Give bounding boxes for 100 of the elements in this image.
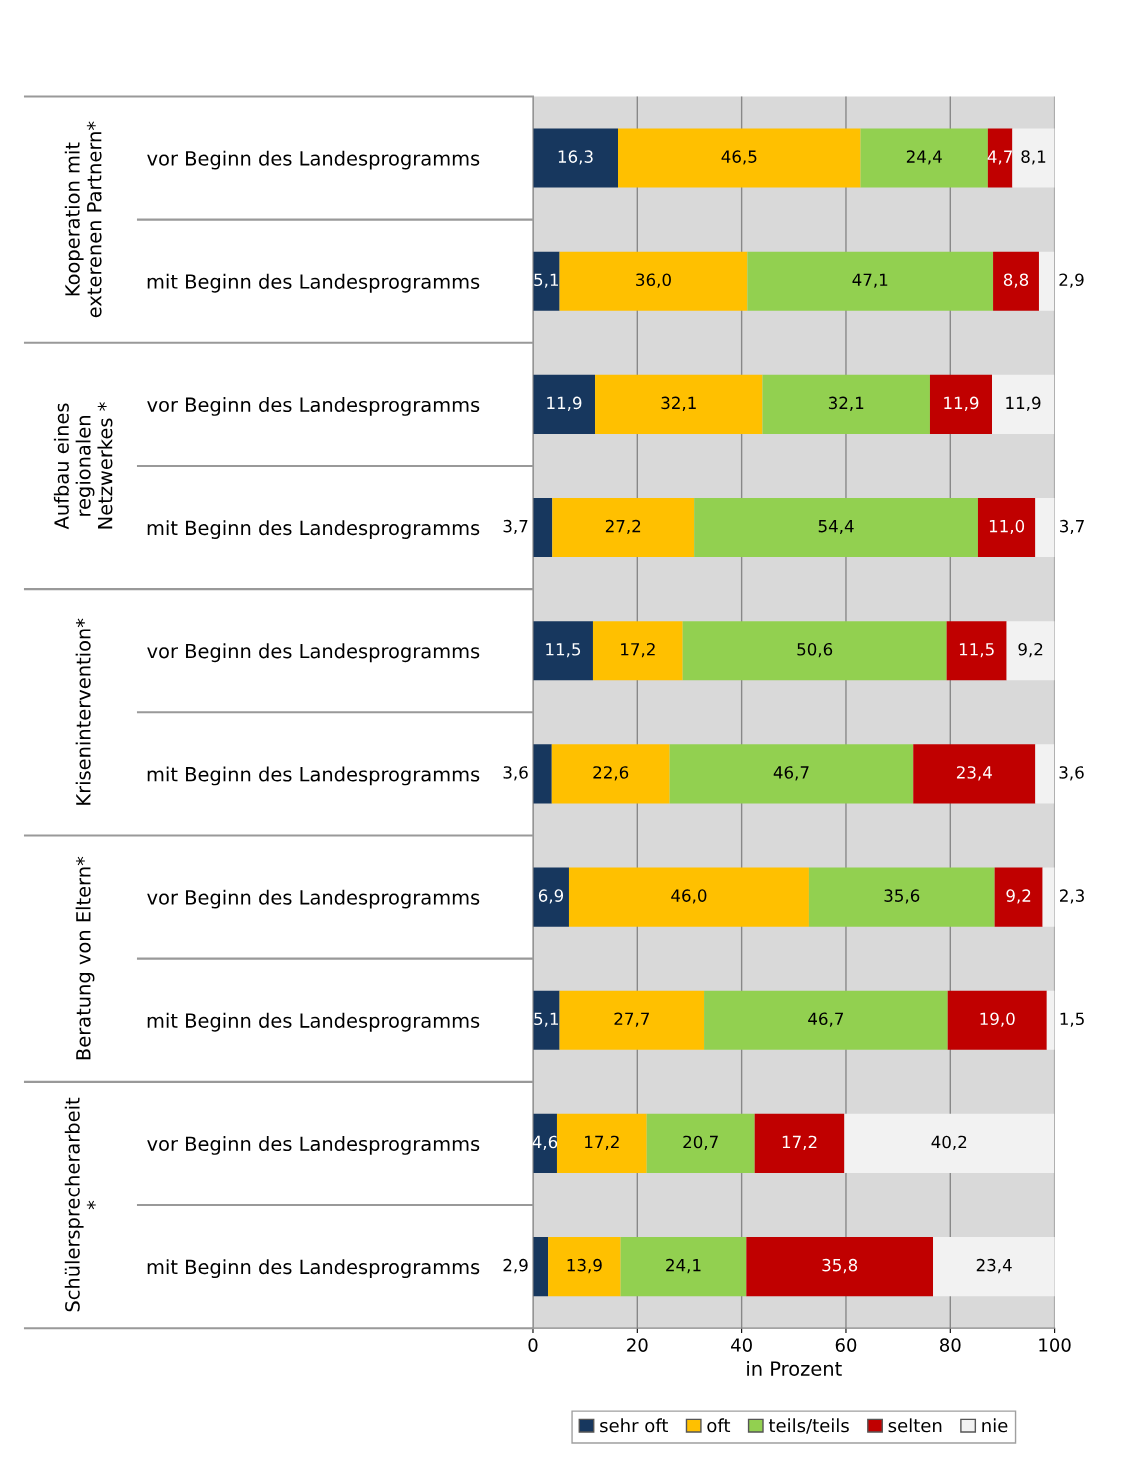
- data-label: 17,2: [621, 642, 655, 658]
- data-label: 2,9: [503, 1258, 528, 1274]
- bar: [929, 374, 993, 434]
- data-label: 3,6: [503, 766, 528, 781]
- data-label: 11,0: [989, 519, 1025, 535]
- y-tick-label: mit Beginn des Landesprogramms: [147, 1259, 480, 1279]
- bar: [1035, 498, 1055, 558]
- bar: [532, 990, 560, 1050]
- x-axis-title: in Prozent: [747, 1360, 842, 1376]
- x-tick-label: 100: [1039, 1338, 1071, 1352]
- bar: [933, 1237, 1055, 1297]
- data-label: 46,7: [773, 766, 809, 781]
- data-label: 2,9: [1059, 273, 1084, 288]
- legend-label: selten: [888, 1418, 942, 1433]
- data-label: 40,2: [931, 1135, 967, 1150]
- data-label: 9,2: [1018, 642, 1043, 658]
- text: Schülersprecherarbeit *: [64, 1097, 96, 1312]
- data-label: 27,2: [605, 519, 641, 535]
- data-label: 3,7: [503, 519, 528, 535]
- data-label: 5,1: [534, 273, 558, 288]
- bar: [646, 1113, 755, 1173]
- bar: [947, 990, 1047, 1050]
- legend-label: nie: [982, 1418, 1008, 1433]
- x-tick-label: 0: [528, 1338, 538, 1352]
- x-tick-label: 20: [627, 1338, 648, 1352]
- data-label: 19,0: [980, 1012, 1015, 1027]
- bar: [532, 867, 569, 927]
- data-label: 46,5: [721, 150, 757, 165]
- text: Kooperation mit exterenen Partnern*: [64, 121, 102, 318]
- data-label: 46,7: [808, 1012, 844, 1027]
- data-label: 13,9: [567, 1258, 602, 1274]
- data-label: 35,6: [884, 889, 920, 904]
- bar: [1035, 744, 1055, 804]
- bar: [694, 498, 978, 558]
- bar: [762, 374, 930, 434]
- data-label: 9,2: [1006, 889, 1031, 904]
- data-label: 32,1: [661, 396, 696, 411]
- legend-label: oft: [707, 1418, 731, 1433]
- data-label: 5,1: [534, 1012, 558, 1027]
- bar: [1006, 621, 1055, 681]
- data-label: 17,2: [585, 1135, 619, 1150]
- data-label: 24,4: [906, 150, 942, 165]
- bar: [592, 621, 683, 681]
- bar: [548, 1237, 621, 1297]
- data-label: 35,8: [822, 1258, 858, 1274]
- data-label: 3,7: [1060, 519, 1084, 535]
- bar: [552, 498, 695, 558]
- data-label: 20,7: [683, 1135, 718, 1150]
- legend-label: teils/teils: [768, 1418, 849, 1434]
- data-label: 47,1: [852, 273, 888, 288]
- data-label: 2,3: [1060, 889, 1084, 904]
- bar: [620, 1237, 747, 1297]
- data-label: 24,1: [666, 1258, 701, 1274]
- x-tick-label: 40: [731, 1338, 752, 1352]
- data-label: 1,5: [1060, 1012, 1084, 1027]
- y-tick-label: vor Beginn des Landesprogramms: [147, 150, 480, 170]
- data-label: 36,0: [636, 273, 671, 288]
- bar: [568, 867, 809, 927]
- y-tick-label: mit Beginn des Landesprogramms: [147, 766, 480, 786]
- bar: [618, 128, 861, 188]
- bar: [556, 1113, 647, 1173]
- data-label: 46,0: [671, 889, 707, 904]
- data-label: 11,5: [546, 643, 581, 658]
- text: Aufbau eines regionalen Netzwerkes *: [53, 402, 113, 530]
- y-tick-label: vor Beginn des Landesprogramms: [147, 889, 480, 909]
- y-tick-label: mit Beginn des Landesprogramms: [147, 273, 480, 293]
- bar: [754, 1113, 845, 1173]
- data-label: 27,7: [614, 1012, 649, 1027]
- data-label: 23,4: [976, 1258, 1012, 1274]
- bar: [913, 744, 1036, 804]
- bar: [532, 1237, 549, 1297]
- bar: [532, 498, 553, 558]
- bar: [1038, 251, 1055, 311]
- bar: [994, 867, 1043, 927]
- data-label: 16,3: [558, 150, 593, 165]
- bar: [559, 251, 748, 311]
- data-label: 11,9: [1006, 396, 1041, 411]
- bar: [860, 128, 988, 188]
- bar: [1012, 128, 1055, 188]
- bar: [532, 251, 560, 311]
- data-label: 23,4: [956, 766, 992, 781]
- bar: [844, 1113, 1055, 1173]
- text: Beratung von Eltern*: [75, 856, 95, 1060]
- bar: [747, 251, 994, 311]
- text: Krisenintervention*: [75, 618, 91, 805]
- data-label: 11,5: [959, 643, 994, 658]
- bar: [946, 621, 1007, 681]
- bar: [977, 498, 1036, 558]
- data-label: 50,6: [797, 642, 833, 658]
- data-label: 11,9: [944, 396, 979, 411]
- data-label: 3,6: [1059, 766, 1084, 781]
- bar: [808, 867, 995, 927]
- bar: [992, 374, 1055, 434]
- x-tick-label: 60: [835, 1338, 857, 1352]
- data-label: 11,9: [547, 396, 582, 411]
- bar: [559, 990, 705, 1050]
- data-label: 17,2: [782, 1135, 817, 1150]
- data-label: 22,6: [593, 766, 629, 781]
- bar: [532, 744, 552, 804]
- data-label: 54,4: [818, 520, 854, 535]
